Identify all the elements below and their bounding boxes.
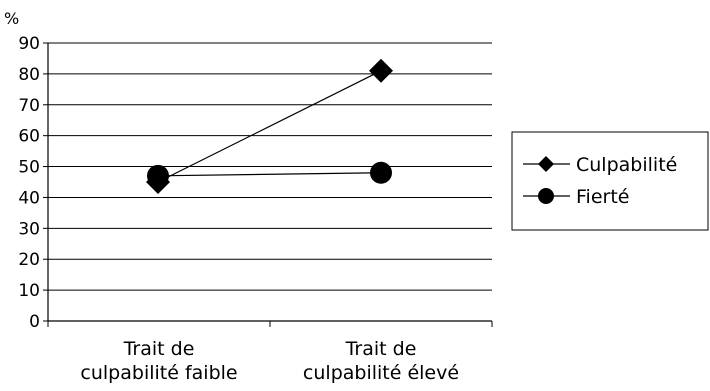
y-tick-label: 0 — [29, 312, 40, 332]
series-group — [146, 58, 393, 194]
x-category-label: culpabilité faible — [80, 362, 237, 384]
data-point-circle — [147, 164, 169, 187]
series-line-circle — [157, 172, 382, 177]
legend-marker-circle — [538, 188, 554, 204]
x-category-label: Trait de — [123, 338, 195, 360]
y-tick-label: 40 — [18, 188, 40, 208]
data-point-diamond — [369, 58, 393, 83]
legend-label: Culpabilité — [576, 154, 677, 176]
legend-label: Fierté — [576, 186, 629, 208]
y-tick-label: 20 — [18, 250, 40, 270]
legend: Culpabilité Fierté — [511, 131, 709, 231]
axes — [47, 43, 493, 327]
y-tick-label: 50 — [18, 158, 40, 178]
x-category-label: culpabilité élevé — [303, 362, 459, 384]
y-tick-label: 60 — [18, 127, 40, 147]
series-line-diamond — [157, 70, 382, 183]
y-tick-label: 30 — [18, 219, 40, 239]
y-tick-label: 80 — [18, 65, 40, 85]
y-tick-label: 10 — [18, 281, 40, 301]
legend-box — [511, 131, 709, 231]
x-category-label: Trait de — [345, 338, 417, 360]
gridlines — [48, 42, 492, 291]
legend-marker-diamond — [538, 156, 554, 172]
y-tick-label: 90 — [18, 34, 40, 54]
y-unit-label: % — [4, 9, 19, 28]
y-tick-label: 70 — [18, 96, 40, 116]
y-axis-ticks: 0 10 20 30 40 50 60 70 80 90 — [18, 34, 48, 332]
data-point-circle — [370, 161, 392, 184]
